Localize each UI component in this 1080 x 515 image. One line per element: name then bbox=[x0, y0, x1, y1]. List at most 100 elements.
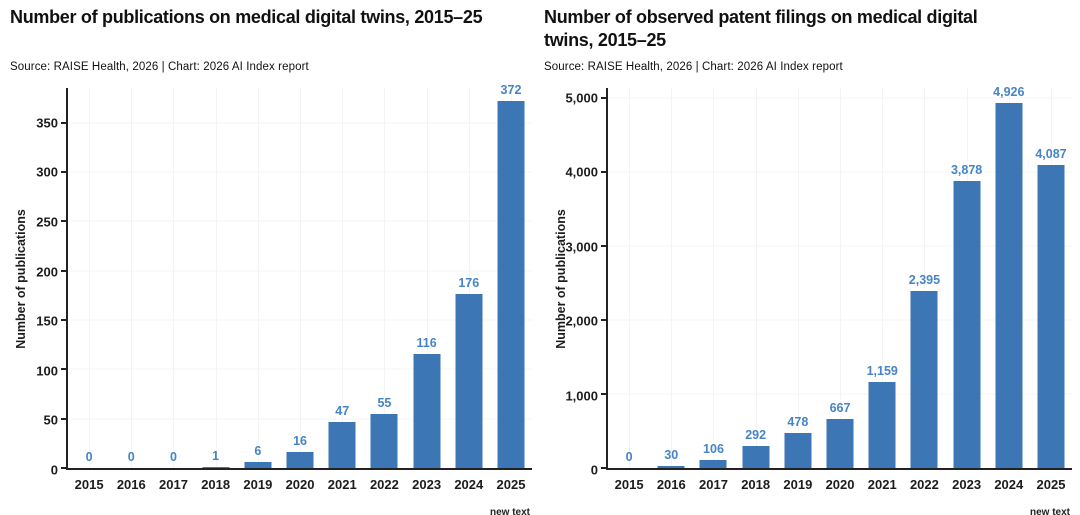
bar bbox=[202, 467, 230, 468]
gridline bbox=[300, 88, 302, 468]
bar bbox=[910, 290, 938, 468]
bar-value-label: 6 bbox=[254, 444, 262, 459]
bar-slot: 1 2018 bbox=[195, 88, 237, 492]
gridline bbox=[68, 418, 532, 420]
x-tick-label: 2025 bbox=[1036, 477, 1066, 492]
bar-slot: 2,395 2022 bbox=[903, 88, 945, 492]
y-tickmark bbox=[61, 170, 68, 173]
gridline bbox=[608, 97, 1072, 99]
bar-value-label: 16 bbox=[293, 434, 307, 449]
y-tick-label: 100 bbox=[36, 363, 58, 379]
y-tickmark bbox=[601, 392, 608, 395]
x-tick-label: 2022 bbox=[909, 477, 939, 492]
y-tickmark bbox=[61, 318, 68, 321]
y-tickmark bbox=[61, 417, 68, 420]
bars: 0 2015 0 2016 0 2017 1 2018 6 2019 16 2020 47 2021 55 2… bbox=[68, 83, 532, 492]
bar-slot: 6 2019 bbox=[237, 88, 279, 492]
bar-value-label: 4,926 bbox=[993, 85, 1025, 100]
x-tick-label: 2019 bbox=[243, 477, 273, 492]
gridline bbox=[173, 88, 175, 468]
bar-value-label: 1,159 bbox=[866, 364, 898, 379]
x-tick-label: 2022 bbox=[369, 477, 399, 492]
bar bbox=[826, 418, 854, 468]
gridline bbox=[468, 88, 470, 468]
y-tick-label: 0 bbox=[50, 462, 58, 478]
gridline bbox=[257, 88, 259, 468]
gridline bbox=[755, 88, 757, 468]
y-tickmark bbox=[61, 368, 68, 371]
bar-value-label: 106 bbox=[703, 442, 724, 457]
x-tick-label: 2025 bbox=[496, 477, 526, 492]
x-tick-label: 2016 bbox=[656, 477, 686, 492]
bar bbox=[328, 421, 356, 468]
bar-value-label: 116 bbox=[416, 335, 437, 350]
bar-value-label: 4,087 bbox=[1035, 147, 1067, 162]
y-tickmark bbox=[601, 318, 608, 321]
bar bbox=[995, 103, 1023, 468]
gridline bbox=[608, 171, 1072, 173]
bar bbox=[742, 446, 770, 468]
bar-value-label: 0 bbox=[625, 450, 633, 464]
clipped-caption: new text bbox=[1029, 507, 1070, 515]
y-tick-label: 1,000 bbox=[565, 388, 598, 404]
bar-value-label: 292 bbox=[745, 428, 767, 443]
clipped-caption: new text bbox=[489, 507, 530, 515]
gridline bbox=[840, 88, 842, 468]
x-tick-label: 2021 bbox=[867, 477, 897, 492]
bar-slot: 116 2023 bbox=[406, 88, 448, 492]
gridline bbox=[713, 88, 715, 468]
gridlines bbox=[601, 88, 1072, 469]
gridline bbox=[671, 88, 673, 468]
x-tick-label: 2019 bbox=[783, 477, 813, 492]
bar bbox=[868, 382, 896, 468]
y-tickmark bbox=[61, 467, 68, 469]
y-tick-label: 4,000 bbox=[565, 164, 598, 180]
bar-value-label: 30 bbox=[664, 447, 679, 462]
bar-value-label: 1 bbox=[212, 449, 220, 464]
y-tick-label: 50 bbox=[43, 412, 58, 428]
gridline bbox=[215, 88, 217, 468]
y-axis-ticks: 0 1,000 2,000 3,000 4,000 5,000 bbox=[540, 88, 598, 477]
y-tickmark bbox=[61, 269, 68, 272]
bar bbox=[699, 460, 727, 468]
bar-slot: 47 2021 bbox=[321, 88, 363, 492]
bar-value-label: 3,878 bbox=[950, 162, 983, 177]
y-tickmark bbox=[61, 121, 68, 124]
bar-slot: 0 2016 bbox=[110, 88, 152, 492]
bar-slot: 372 2025 bbox=[490, 83, 532, 492]
gridline bbox=[608, 245, 1072, 247]
y-tickmark bbox=[601, 467, 608, 469]
chart-source: Source: RAISE Health, 2026 | Chart: 2026… bbox=[10, 61, 309, 73]
gridline bbox=[68, 270, 532, 272]
gridline bbox=[629, 88, 631, 468]
x-tick-label: 2015 bbox=[614, 477, 644, 492]
y-tick-label: 250 bbox=[36, 214, 58, 230]
gridline bbox=[68, 171, 532, 173]
y-tickmark bbox=[601, 244, 608, 247]
bar-value-label: 176 bbox=[458, 276, 480, 291]
chart-title: Number of publications on medical digita… bbox=[10, 7, 483, 27]
x-tick-label: 2017 bbox=[159, 477, 188, 492]
bar bbox=[497, 100, 525, 468]
x-tick-label: 2020 bbox=[825, 477, 855, 492]
x-tick-label: 2016 bbox=[116, 477, 146, 492]
bar-slot: 1,159 2021 bbox=[861, 88, 903, 492]
bar-value-label: 0 bbox=[169, 450, 177, 464]
y-tickmark bbox=[61, 220, 68, 223]
y-tick-label: 350 bbox=[36, 115, 58, 131]
bar-slot: 4,926 2024 bbox=[988, 85, 1030, 492]
bar-value-label: 667 bbox=[829, 400, 851, 415]
bar bbox=[244, 462, 272, 468]
x-tick-label: 2018 bbox=[201, 477, 231, 492]
x-tick-label: 2020 bbox=[285, 477, 315, 492]
gridline bbox=[882, 88, 884, 468]
x-tick-label: 2015 bbox=[74, 477, 104, 492]
y-tick-label: 300 bbox=[36, 164, 58, 180]
bar-slot: 176 2024 bbox=[448, 88, 490, 492]
bar-slot: 3,878 2023 bbox=[946, 88, 988, 492]
patent-filings-chart-panel: Number of observed patent filings on med… bbox=[540, 0, 1080, 515]
bar-value-label: 0 bbox=[85, 450, 93, 464]
bar-value-label: 372 bbox=[500, 82, 522, 97]
bar bbox=[657, 465, 685, 468]
gridline bbox=[924, 88, 926, 468]
